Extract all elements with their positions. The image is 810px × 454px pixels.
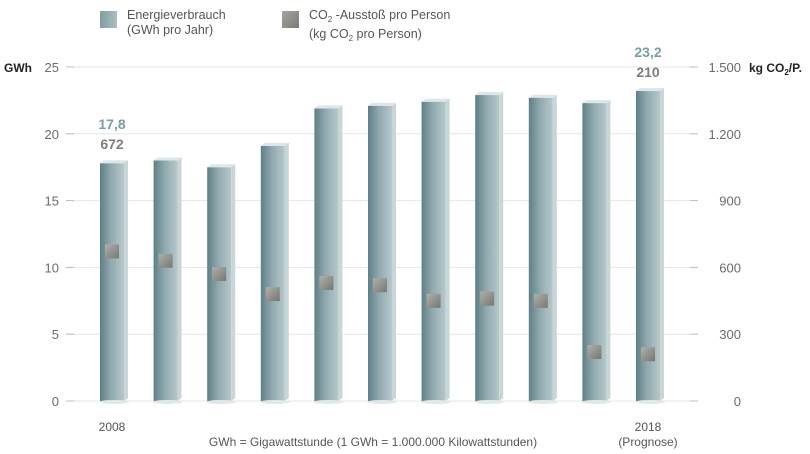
left-tick-label: 10 bbox=[45, 260, 59, 275]
co2-marker bbox=[373, 278, 387, 293]
co2-marker bbox=[587, 345, 602, 360]
bar-side bbox=[660, 88, 664, 401]
bar-side bbox=[499, 92, 504, 401]
legend-co2: CO2 -Ausstoß pro Person (kg CO2 pro Pers… bbox=[282, 8, 450, 46]
bar-side bbox=[284, 142, 289, 401]
co2-marker bbox=[641, 347, 655, 362]
bar-body bbox=[421, 101, 446, 402]
bar-shadow bbox=[474, 400, 505, 404]
right-axis-unit: kg CO2/P. bbox=[749, 61, 802, 77]
co2-marker bbox=[319, 275, 334, 290]
bar-top bbox=[100, 160, 128, 164]
bar-side bbox=[552, 94, 557, 401]
left-tick-label: 20 bbox=[45, 127, 59, 142]
right-tick-label: 600 bbox=[719, 260, 741, 275]
bar-body bbox=[100, 163, 124, 401]
bar-body bbox=[528, 97, 553, 401]
x-label-first: 2008 bbox=[99, 420, 126, 434]
right-tick-label: 900 bbox=[719, 194, 741, 209]
co2-marker bbox=[158, 253, 173, 268]
x-label-last: 2018 bbox=[635, 420, 662, 434]
bar-top bbox=[368, 102, 396, 106]
bar-side bbox=[177, 157, 182, 401]
bar-body bbox=[153, 160, 178, 401]
co2-marker bbox=[426, 293, 441, 308]
bar-shadow bbox=[420, 400, 451, 404]
legend-label-energy: Energieverbrauch (GWh pro Jahr) bbox=[127, 8, 226, 37]
legend-label-co2: CO2 -Ausstoß pro Person (kg CO2 pro Pers… bbox=[309, 8, 451, 43]
bar-top bbox=[475, 92, 504, 96]
energy-bar bbox=[581, 100, 612, 404]
left-tick-label: 25 bbox=[45, 60, 59, 75]
energy-bar bbox=[259, 142, 290, 404]
right-tick-label: 300 bbox=[719, 327, 741, 342]
energy-bars bbox=[99, 88, 665, 404]
bar-top bbox=[260, 142, 289, 146]
bar-top bbox=[582, 100, 611, 104]
bar-body bbox=[207, 167, 232, 401]
bar-top bbox=[636, 88, 664, 92]
data-labels: 17,8 672 23,2 210 bbox=[98, 44, 661, 152]
bar-side bbox=[606, 100, 611, 402]
label-first-energy: 17,8 bbox=[98, 116, 125, 132]
bar-side bbox=[231, 164, 236, 401]
left-tick-label: 15 bbox=[45, 194, 59, 209]
bar-shadow bbox=[367, 400, 397, 404]
bar-body bbox=[314, 108, 339, 401]
bar-top bbox=[153, 157, 182, 161]
right-tick-label: 1.500 bbox=[708, 60, 741, 75]
right-tick-label: 1.200 bbox=[708, 127, 741, 142]
co2-markers bbox=[105, 244, 655, 362]
bar-shadow bbox=[635, 400, 665, 404]
left-axis: 0 5 10 15 20 25 GWh bbox=[4, 60, 74, 409]
bar-side bbox=[445, 98, 450, 402]
legend-swatch-energy bbox=[100, 11, 117, 28]
energy-bar bbox=[635, 88, 665, 404]
co2-marker bbox=[105, 244, 119, 259]
co2-marker bbox=[480, 291, 495, 306]
right-axis: 0 300 600 900 1.200 1.500 kg CO2/P. bbox=[690, 60, 802, 409]
bar-body bbox=[260, 145, 285, 401]
bar-body bbox=[475, 95, 500, 401]
energy-bar bbox=[152, 157, 183, 404]
bar-side bbox=[338, 105, 343, 401]
footnote: GWh = Gigawattstunde (1 GWh = 1.000.000 … bbox=[209, 435, 537, 449]
right-tick-label: 0 bbox=[734, 394, 741, 409]
co2-marker bbox=[212, 267, 227, 282]
energy-bar bbox=[527, 94, 558, 404]
bar-top bbox=[528, 94, 557, 98]
energy-bar bbox=[474, 92, 505, 404]
bar-top bbox=[207, 164, 236, 168]
label-first-co2: 672 bbox=[100, 136, 124, 152]
co2-marker bbox=[533, 293, 548, 308]
bar-shadow bbox=[527, 400, 558, 404]
energy-bar bbox=[420, 98, 451, 404]
bar-side bbox=[392, 102, 396, 401]
legend-energy: Energieverbrauch (GWh pro Jahr) bbox=[100, 8, 226, 38]
bar-shadow bbox=[99, 400, 129, 404]
energy-bar bbox=[99, 160, 129, 404]
bar-shadow bbox=[152, 400, 183, 404]
bar-shadow bbox=[313, 400, 344, 404]
energy-bar bbox=[206, 164, 237, 404]
x-label-last-sub: (Prognose) bbox=[618, 435, 677, 449]
label-last-energy: 23,2 bbox=[634, 44, 661, 60]
bar-shadow bbox=[581, 400, 612, 404]
energy-bar bbox=[313, 105, 344, 404]
co2-marker bbox=[265, 287, 280, 302]
bar-top bbox=[421, 98, 450, 102]
left-tick-label: 0 bbox=[52, 394, 59, 409]
bar-top bbox=[314, 105, 343, 109]
legend-swatch-co2 bbox=[282, 11, 299, 28]
bar-shadow bbox=[206, 400, 237, 404]
bar-side bbox=[124, 160, 128, 401]
bar-body bbox=[368, 105, 392, 401]
left-axis-unit: GWh bbox=[4, 61, 32, 75]
x-axis-labels: 2008 2018(Prognose) GWh = Gigawattstunde (… bbox=[99, 420, 678, 449]
energy-bar bbox=[367, 102, 397, 404]
bar-shadow bbox=[259, 400, 290, 404]
left-tick-label: 5 bbox=[52, 327, 59, 342]
label-last-co2: 210 bbox=[636, 64, 660, 80]
